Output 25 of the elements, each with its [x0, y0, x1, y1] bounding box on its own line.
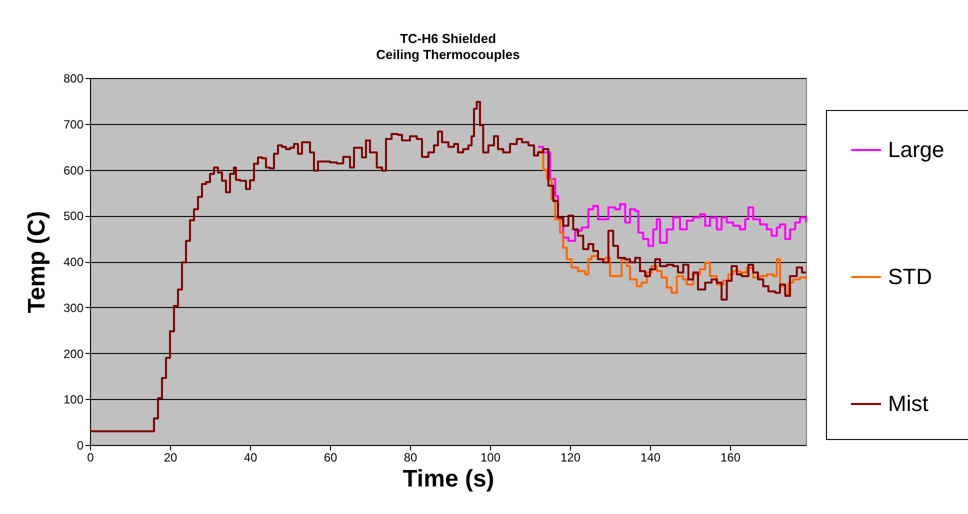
y-tick-label: 500	[63, 209, 84, 224]
legend-label: Mist	[888, 391, 928, 416]
y-tick-label: 200	[63, 346, 84, 361]
y-tick-label: 800	[63, 72, 84, 86]
y-axis-title: Temp (C)	[23, 210, 50, 314]
y-tick-label: 600	[63, 163, 84, 178]
x-tick-label: 140	[640, 450, 661, 464]
y-tick-label: 700	[63, 117, 84, 132]
legend-label: Large	[888, 137, 944, 162]
x-tick-label: 20	[164, 450, 178, 464]
x-tick-label: 40	[244, 450, 258, 464]
y-tick-label: 300	[63, 300, 84, 315]
x-tick-label: 100	[480, 450, 501, 464]
x-tick-label: 80	[404, 450, 418, 464]
legend-label: STD	[888, 264, 932, 289]
x-tick-label: 120	[560, 450, 581, 464]
y-tick-label: 100	[63, 392, 84, 407]
chart-subtitle: Ceiling Thermocouples	[376, 47, 520, 62]
chart-title: TC-H6 Shielded	[400, 31, 496, 46]
y-tick-label: 0	[76, 438, 84, 452]
x-tick-label: 160	[720, 450, 741, 464]
x-tick-label: 0	[87, 450, 94, 464]
y-tick-label: 400	[63, 255, 84, 269]
x-tick-label: 60	[324, 450, 338, 464]
x-axis-title: Time (s)	[402, 466, 494, 492]
